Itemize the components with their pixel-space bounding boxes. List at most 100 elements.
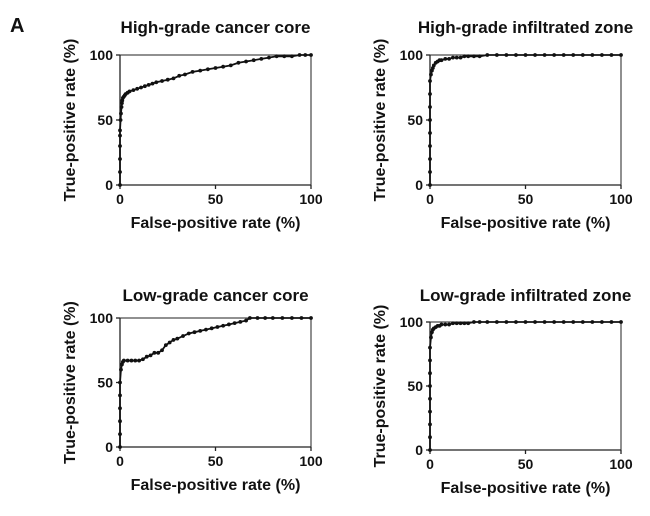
roc-point [609, 320, 614, 324]
roc-point [139, 85, 143, 90]
roc-point [118, 157, 122, 161]
roc-point [428, 422, 432, 427]
roc-point [232, 321, 237, 326]
x-axis-label: False-positive rate (%) [131, 215, 301, 232]
roc-point [485, 53, 490, 57]
roc-point [135, 86, 140, 91]
y-tick-label: 0 [415, 177, 423, 193]
roc-point [451, 55, 455, 60]
roc-point [429, 335, 433, 340]
roc-point [177, 73, 182, 78]
roc-point [552, 53, 557, 57]
roc-point [171, 338, 176, 342]
roc-point [146, 83, 151, 87]
roc-point [523, 320, 528, 324]
roc-point [561, 320, 566, 324]
chart-title: Low-grade infiltrated zone [420, 286, 632, 305]
roc-point [125, 358, 130, 363]
roc-point [299, 316, 304, 320]
roc-point [462, 321, 467, 326]
roc-point [204, 327, 208, 332]
y-tick-label: 50 [407, 112, 423, 128]
roc-point [118, 118, 123, 122]
y-tick-label: 100 [90, 47, 114, 63]
x-tick-label: 50 [518, 456, 534, 472]
roc-point [431, 63, 436, 68]
roc-point [523, 53, 528, 57]
roc-point [119, 111, 123, 116]
roc-point [428, 371, 432, 376]
roc-curve [119, 317, 311, 447]
roc-point [129, 358, 134, 363]
roc-point [118, 133, 122, 138]
roc-point [226, 322, 231, 327]
roc-point [255, 316, 260, 320]
roc-curve [429, 321, 621, 450]
x-tick-label: 50 [518, 191, 534, 207]
roc-point [118, 144, 122, 148]
roc-point [447, 57, 451, 61]
roc-point [458, 55, 463, 60]
roc-point [221, 323, 226, 328]
roc-point [580, 53, 585, 57]
roc-point [428, 396, 432, 401]
roc-point [428, 118, 432, 122]
y-tick-label: 0 [415, 442, 423, 458]
roc-point [131, 88, 136, 92]
roc-point [485, 320, 490, 324]
roc-point [428, 92, 432, 96]
roc-point [472, 320, 476, 324]
roc-point [274, 54, 279, 59]
y-axis-label: True-positive rate (%) [372, 39, 389, 202]
roc-point [303, 53, 308, 57]
roc-point [428, 144, 432, 148]
roc-point [458, 321, 463, 326]
y-tick-label: 50 [97, 112, 113, 128]
roc-point [443, 322, 448, 327]
roc-point [447, 322, 451, 327]
chart-title: High-grade cancer core [121, 18, 311, 37]
roc-point [439, 58, 444, 63]
roc-point [600, 53, 604, 57]
x-axis-label: False-positive rate (%) [441, 215, 611, 232]
roc-point [137, 358, 142, 363]
roc-point [428, 448, 432, 452]
y-tick-label: 0 [105, 177, 113, 193]
roc-point [221, 64, 226, 69]
roc-point [428, 345, 432, 350]
roc-point [428, 384, 432, 388]
roc-point [141, 357, 145, 362]
roc-point [542, 53, 547, 57]
roc-point [466, 54, 471, 59]
roc-point [533, 53, 537, 57]
roc-point [571, 320, 576, 324]
roc-point [175, 336, 180, 341]
roc-point [454, 321, 459, 326]
roc-point [152, 350, 157, 355]
roc-point [428, 79, 432, 83]
roc-point [186, 331, 191, 336]
y-tick-label: 100 [400, 47, 424, 63]
roc-point [590, 53, 595, 57]
roc-point [542, 320, 547, 324]
roc-point [297, 53, 302, 57]
roc-point [118, 183, 122, 187]
x-tick-label: 0 [426, 456, 434, 472]
roc-point [119, 367, 123, 372]
roc-point [267, 55, 271, 60]
roc-point [263, 316, 268, 320]
roc-point [477, 54, 482, 59]
roc-point [247, 316, 252, 320]
x-tick-label: 100 [609, 191, 633, 207]
roc-point [192, 330, 197, 335]
roc-point [118, 128, 122, 133]
roc-curve [429, 54, 621, 185]
roc-point [428, 157, 432, 161]
roc-point [118, 419, 122, 424]
roc-point [428, 183, 432, 187]
roc-point [181, 334, 185, 338]
roc-point [251, 58, 256, 63]
chart-title: High-grade infiltrated zone [418, 18, 633, 37]
roc-point [236, 60, 241, 65]
roc-point [163, 343, 168, 347]
